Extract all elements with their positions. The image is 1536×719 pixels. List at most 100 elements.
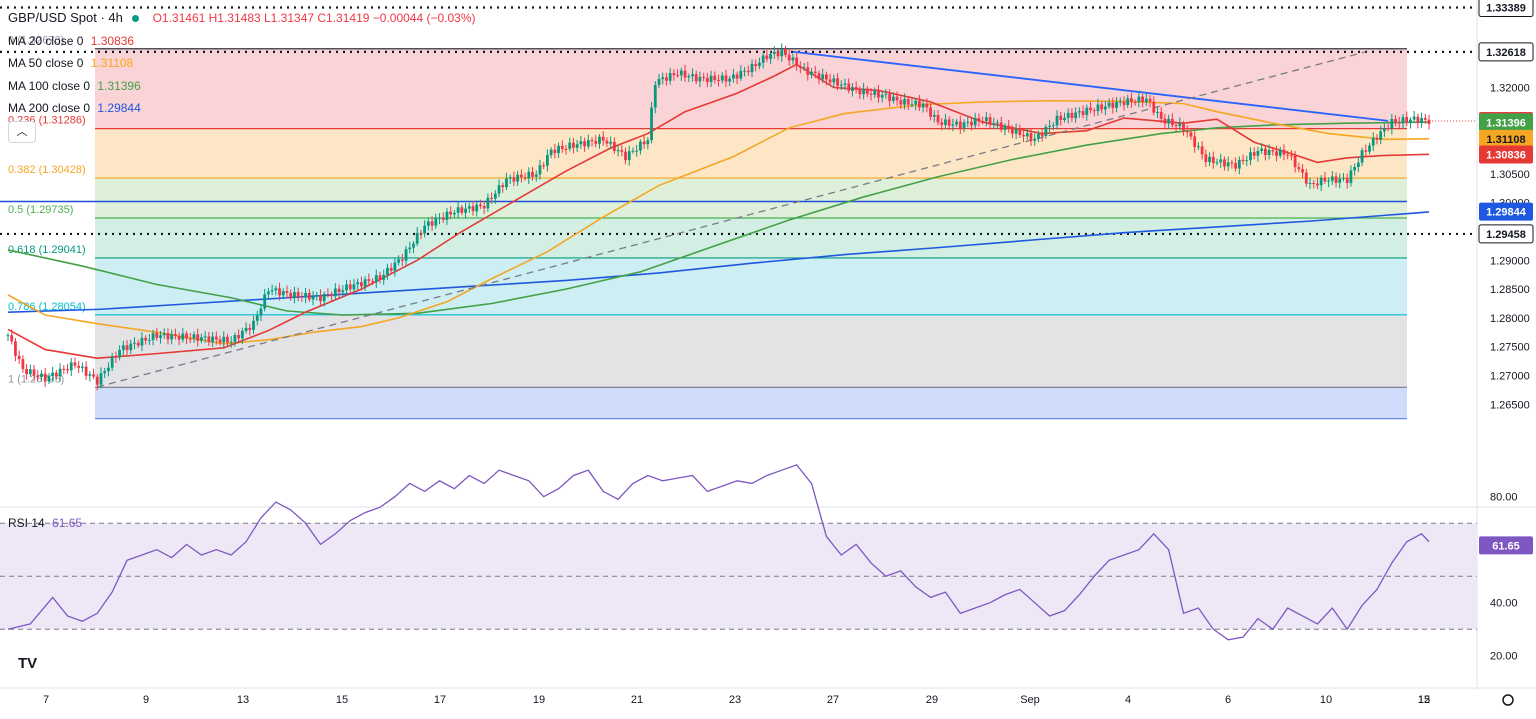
candle-body [1245,160,1249,162]
candle-body [546,154,549,166]
candle-body [412,243,415,248]
candle-body [1040,133,1044,137]
candle-body [453,212,456,215]
candle-body [374,275,378,283]
candle-body [1007,125,1011,129]
candle-body [1037,133,1040,139]
indicator-value: 1.31396 [97,79,141,93]
candle-body [1144,98,1148,103]
candle-body [88,374,92,376]
candle-body [1338,178,1342,183]
candle-body [196,334,200,341]
candle-body [95,376,99,385]
fib-band [95,314,1407,388]
candle-body [1420,117,1423,124]
time-tick-label: 21 [631,694,643,706]
candle-body [1234,163,1237,169]
candle-body [263,294,267,309]
candle-body [281,291,285,296]
candle-body [311,296,315,300]
candle-body [906,98,910,105]
candle-body [832,78,836,83]
candle-body [970,121,973,126]
candle-body [475,204,479,212]
candle-body [1226,162,1230,167]
fib-bands: 0 (1.32673)0.236 (1.31286)0.382 (1.30428… [8,35,1407,420]
candle-body [914,100,918,105]
candle-body [1278,149,1282,156]
ohlc-readout: O1.31461 H1.31483 L1.31347 C1.31419 −0.0… [152,11,476,25]
candle-body [1360,150,1364,163]
candle-body [880,94,884,98]
candle-body [1286,154,1290,156]
candle-body [1423,117,1427,120]
candle-body [211,336,214,343]
candle-body [438,217,441,219]
candle-body [720,75,724,81]
time-tick-label: 6 [1225,694,1231,706]
candle-body [579,141,583,145]
indicator-ma100[interactable]: MA 100 close 0 1.31396 [8,79,141,93]
candle-body [140,337,144,346]
candle-body [776,51,780,57]
candle-body [333,288,337,297]
candle-body [400,259,404,261]
gear-icon[interactable] [1502,694,1514,706]
candle-body [557,145,560,154]
candle-body [1070,112,1074,119]
ma200-line [7,211,1430,313]
candle-body [508,177,512,179]
time-tick-label: 15 [336,694,348,706]
candle-body [665,77,668,81]
candle-body [583,141,586,147]
candle-body [501,185,505,188]
indicator-ma50[interactable]: MA 50 close 0 1.31108 [8,56,133,70]
candle-body [676,75,679,77]
candle-body [1085,107,1089,115]
candle-body [519,174,523,178]
candle-body [40,373,43,378]
candle-body [947,119,951,126]
candle-body [315,295,319,297]
rsi-legend[interactable]: RSI 14 61.65 [8,516,82,530]
candle-body [843,83,847,85]
price-label-box [1478,224,1534,244]
candle-body [21,359,25,369]
candle-body [821,74,825,80]
candle-body [1342,177,1345,179]
collapse-legend-button[interactable]: ︿ [8,121,36,143]
indicator-ma200[interactable]: MA 200 close 0 1.29844 [8,101,141,115]
candle-body [735,74,739,79]
price-label-box [1478,42,1534,62]
price-tick-label: 1.29000 [1490,255,1530,267]
candle-body [601,136,605,141]
candle-body [1048,125,1051,127]
candle-body [750,63,754,73]
rsi-value-label: 61.65 [1492,540,1520,552]
candle-body [1174,125,1178,127]
indicator-ma20[interactable]: MA 20 close 0 1.30836 [8,34,134,48]
candle-body [1297,167,1301,170]
candle-body [1405,117,1409,123]
candle-body [404,249,408,261]
candle-body [728,78,732,82]
candle-body [162,333,166,336]
candle-body [110,356,114,368]
candle-body [996,122,999,124]
candle-body [977,118,981,122]
candle-body [1368,145,1371,152]
candle-body [423,225,427,234]
candle-body [129,343,133,351]
candle-body [348,284,352,290]
price-tick-label: 1.27000 [1490,371,1530,383]
rsi-tick-label: 40.00 [1490,598,1518,610]
candle-body [69,362,73,371]
candle-body [973,118,977,126]
candle-body [441,217,445,220]
candle-body [754,63,758,67]
candle-body [114,356,118,358]
candle-body [255,315,259,321]
candle-body [828,79,832,83]
